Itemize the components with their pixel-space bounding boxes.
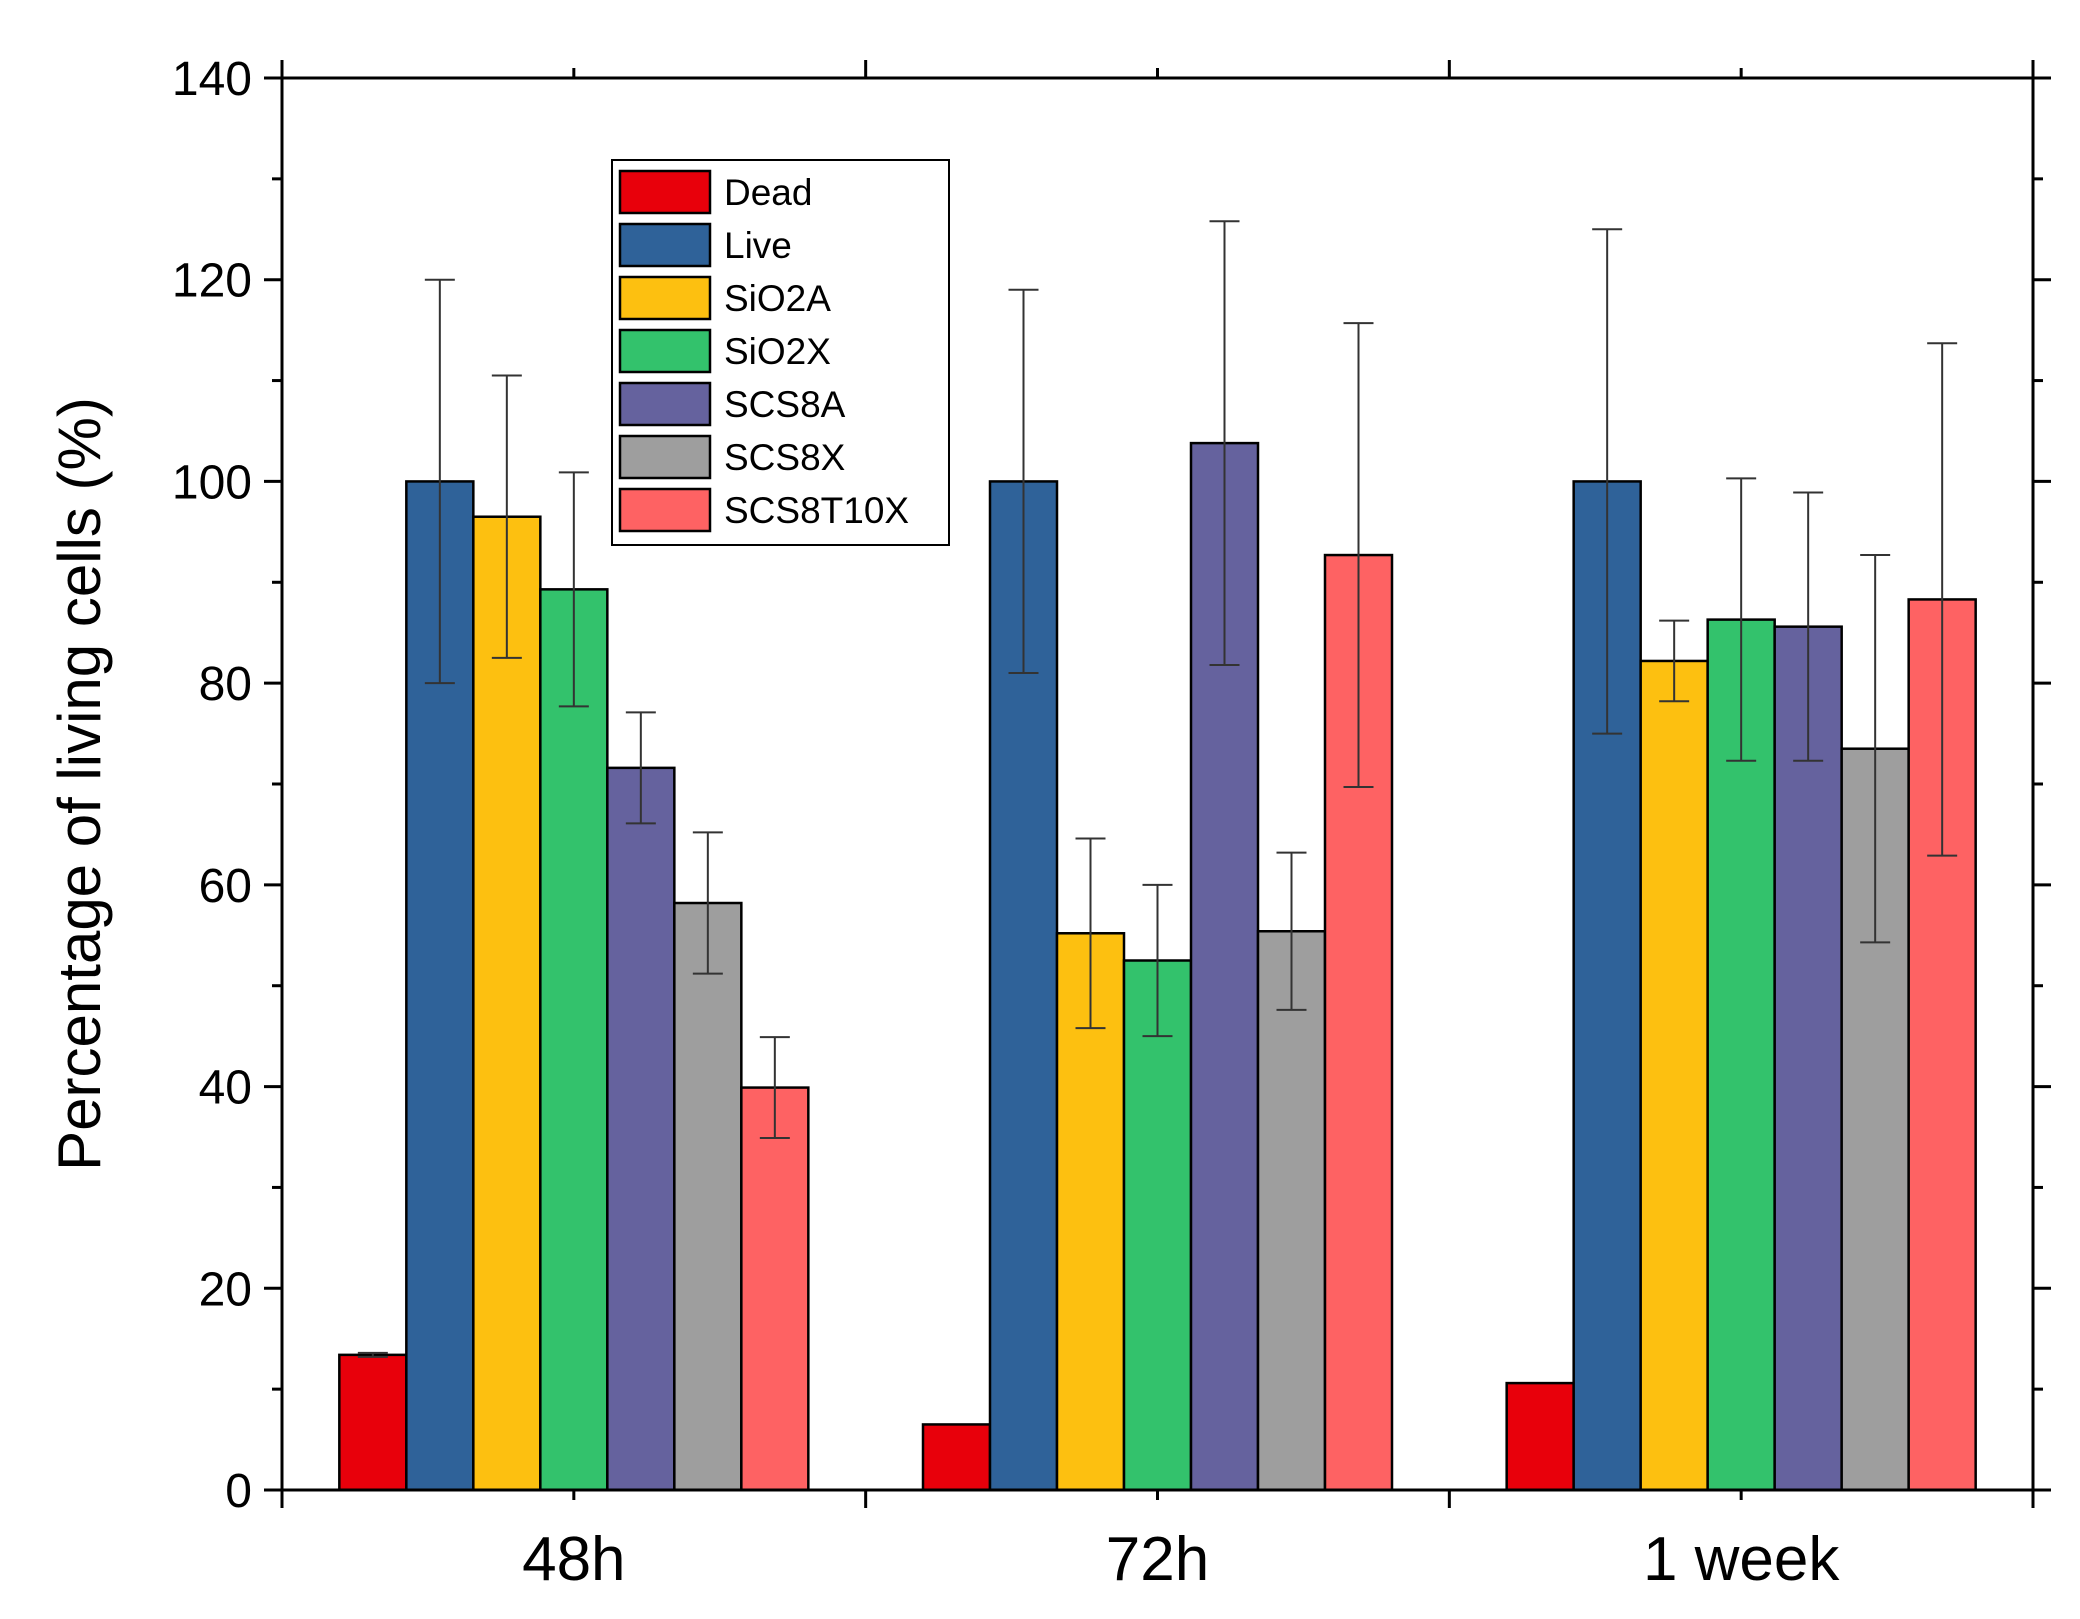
legend-swatch (618, 328, 712, 374)
error-bar-scs8a-48h (625, 711, 656, 825)
legend-item-live: Live (618, 222, 792, 268)
x-category-label: 72h (1106, 1525, 1209, 1594)
bar-sio2a-1-week (1639, 659, 1709, 1492)
legend-label: SCS8X (724, 437, 845, 478)
error-bar-scs8a-1-week (1793, 491, 1824, 762)
legend-swatch (618, 169, 712, 215)
y-tick-label: 20 (199, 1263, 252, 1316)
legend-label: SCS8T10X (724, 490, 909, 531)
bar-sio2a-48h (472, 515, 542, 1492)
y-tick-label: 80 (199, 658, 252, 711)
x-axis: 48h 72h 1 week (280, 60, 2035, 1594)
bar-dead-1-week (1505, 1381, 1575, 1492)
y-tick-label: 120 (172, 255, 252, 308)
error-bar-dead-48h (357, 1351, 388, 1358)
y-tick-label: 40 (199, 1062, 252, 1115)
legend-item-scs8x: SCS8X (618, 434, 845, 480)
bar-dead-72h (921, 1423, 992, 1492)
legend-swatch (618, 381, 712, 427)
error-bar-live-48h (424, 278, 455, 685)
y-tick-label: 140 (172, 53, 252, 106)
legend-label: Dead (724, 172, 812, 213)
error-bar-sio2a-48h (491, 374, 522, 659)
y-tick-label: 100 (172, 456, 252, 509)
bar-sio2x-48h (539, 588, 609, 1492)
legend-item-sio2x: SiO2X (618, 328, 831, 374)
error-bar-scs8t10x-72h (1343, 322, 1374, 789)
error-bar-scs8t10x-1-week (1927, 342, 1958, 857)
error-bar-scs8x-48h (692, 831, 723, 975)
legend-swatch (618, 222, 712, 268)
error-bar-sio2a-1-week (1659, 619, 1690, 703)
error-bar-scs8a-72h (1209, 220, 1240, 666)
error-bar-scs8x-1-week (1860, 554, 1891, 944)
legend-item-sio2a: SiO2A (618, 275, 831, 321)
error-bar-sio2a-72h (1075, 837, 1106, 1030)
error-bar-sio2x-48h (558, 471, 589, 708)
error-bar-scs8t10x-48h (759, 1036, 790, 1140)
x-category-label: 1 week (1643, 1525, 1840, 1594)
legend-label: SCS8A (724, 384, 846, 425)
legend-item-scs8t10x: SCS8T10X (618, 487, 909, 533)
error-bar-sio2x-1-week (1726, 477, 1757, 762)
y-axis-title: Percentage of living cells (%) (46, 397, 113, 1171)
bar-scs8a-48h (606, 766, 676, 1492)
legend-swatch (618, 434, 712, 480)
bar-sio2x-72h (1122, 959, 1193, 1492)
error-bar-sio2x-72h (1142, 883, 1173, 1038)
error-bar-live-1-week (1592, 228, 1623, 735)
y-axis: 0 20 40 60 80 100 120 140 (172, 53, 2051, 1518)
error-bar-live-72h (1008, 288, 1039, 675)
y-tick-label: 60 (199, 860, 252, 913)
bar-scs8a-1-week (1773, 625, 1843, 1492)
bar-sio2x-1-week (1706, 618, 1776, 1492)
error-bar-scs8x-72h (1276, 851, 1307, 1011)
bar-scs8x-48h (673, 901, 743, 1492)
legend-label: Live (724, 225, 792, 266)
legend-swatch (618, 487, 712, 533)
bar-scs8x-72h (1256, 930, 1327, 1492)
legend-swatch (618, 275, 712, 321)
legend: Dead Live SiO2A SiO2X SCS8A SCS8X SCS8T10X (611, 159, 950, 546)
legend-item-scs8a: SCS8A (618, 381, 846, 427)
legend-label: SiO2A (724, 278, 831, 319)
error-bars-layer (357, 220, 1958, 1358)
bar-dead-48h (338, 1353, 408, 1492)
legend-label: SiO2X (724, 331, 831, 372)
bar-scs8t10x-48h (740, 1086, 810, 1492)
legend-item-dead: Dead (618, 169, 812, 215)
y-tick-label: 0 (225, 1465, 252, 1518)
x-category-label: 48h (522, 1525, 625, 1594)
